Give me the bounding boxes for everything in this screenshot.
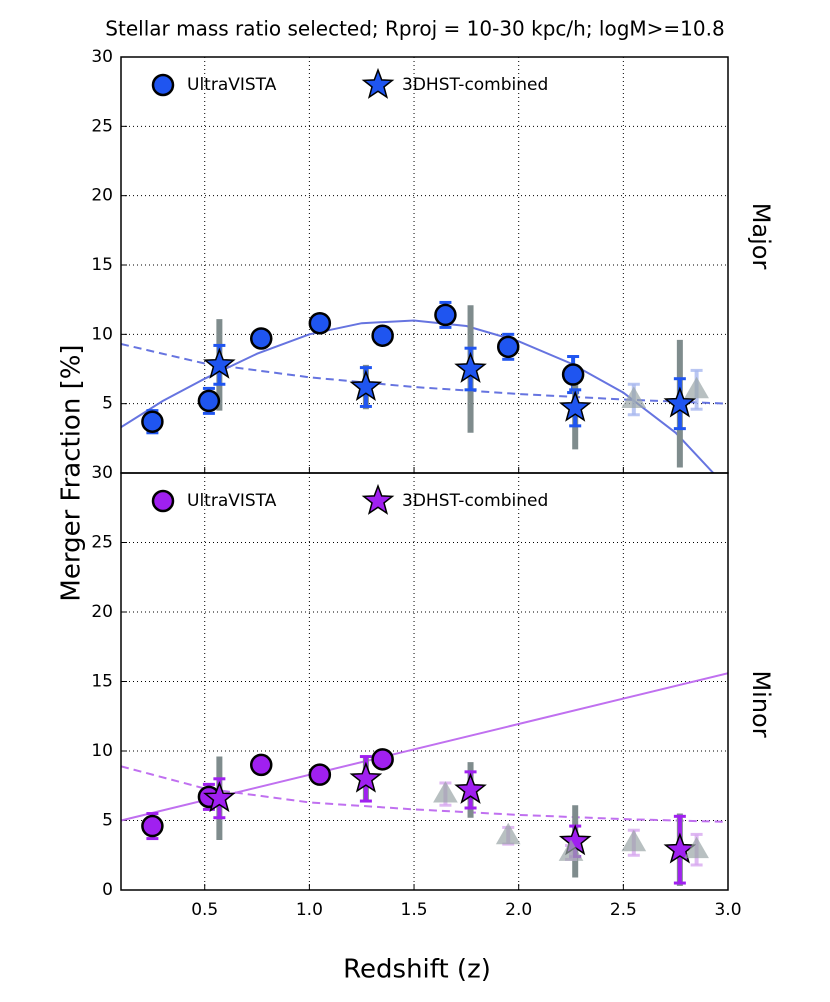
x-tick-label: 2.5 xyxy=(610,900,637,920)
point xyxy=(249,753,273,777)
y-tick-label: 30 xyxy=(91,463,113,483)
point xyxy=(308,763,332,786)
point xyxy=(349,369,383,401)
legend-marker xyxy=(361,67,395,99)
point xyxy=(621,829,647,852)
x-tick-label: 1.0 xyxy=(296,900,323,920)
legend-marker xyxy=(151,489,175,513)
y-tick-label: 25 xyxy=(91,116,113,136)
x-tick-label: 1.5 xyxy=(401,900,428,920)
point xyxy=(684,376,709,399)
chart-title: Stellar mass ratio selected; Rproj = 10-… xyxy=(105,17,724,41)
x-tick-label: 0.5 xyxy=(191,900,218,920)
y-axis-label: Merger Fraction [%] xyxy=(57,344,87,601)
legend-marker xyxy=(361,483,395,515)
point xyxy=(684,836,709,859)
point xyxy=(203,347,236,379)
panel-label: Minor xyxy=(747,670,775,737)
x-axis-label: Redshift (z) xyxy=(343,955,491,985)
plot-area xyxy=(121,672,728,886)
y-tick-label: 25 xyxy=(91,533,113,553)
y-tick-label: 15 xyxy=(91,672,113,692)
point xyxy=(371,324,394,347)
point xyxy=(454,351,487,383)
point xyxy=(621,386,647,408)
legend-marker xyxy=(151,73,175,97)
point xyxy=(203,781,236,813)
legend-label: 3DHST-combined xyxy=(402,491,548,511)
legend-label: UltraVISTA xyxy=(187,75,277,95)
point xyxy=(558,839,584,861)
point xyxy=(495,822,521,845)
point xyxy=(496,335,520,359)
point xyxy=(308,311,332,335)
point xyxy=(663,832,697,864)
point xyxy=(558,390,592,422)
y-tick-label: 5 xyxy=(102,811,113,831)
x-tick-label: 2.0 xyxy=(505,900,532,920)
point xyxy=(663,386,697,418)
y-tick-label: 5 xyxy=(102,394,113,414)
plot-area xyxy=(121,300,728,473)
point xyxy=(434,303,457,327)
y-tick-label: 20 xyxy=(91,186,113,206)
point xyxy=(371,748,394,771)
panel-label: Major xyxy=(747,203,775,270)
y-tick-label: 15 xyxy=(91,255,113,275)
legend-label: 3DHST-combined xyxy=(402,75,548,95)
point xyxy=(433,781,458,803)
y-tick-label: 10 xyxy=(91,741,113,761)
fit-line xyxy=(121,343,728,405)
point xyxy=(349,761,383,793)
point xyxy=(141,410,164,433)
fit-line xyxy=(121,319,715,473)
plot-frame xyxy=(120,472,729,891)
point xyxy=(454,772,487,804)
point xyxy=(141,814,164,838)
point xyxy=(197,389,221,413)
y-tick-label: 30 xyxy=(91,47,113,67)
point xyxy=(249,327,273,350)
point xyxy=(561,363,585,386)
y-tick-label: 20 xyxy=(91,602,113,622)
x-tick-label: 3.0 xyxy=(714,900,741,920)
y-tick-label: 0 xyxy=(102,880,113,900)
legend-label: UltraVISTA xyxy=(187,491,277,511)
y-tick-label: 10 xyxy=(91,324,113,344)
